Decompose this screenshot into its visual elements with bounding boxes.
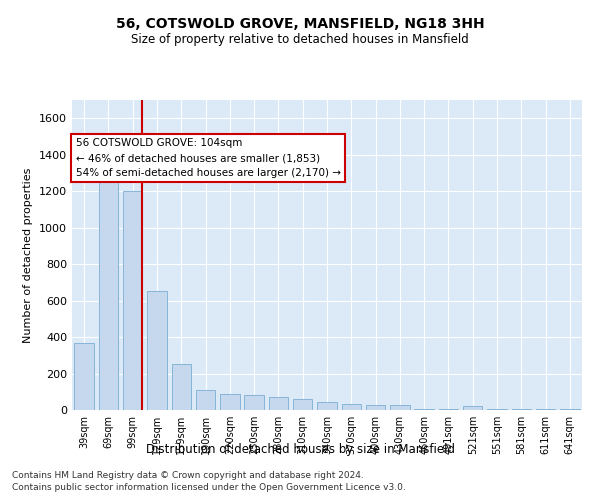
Bar: [463, 406, 482, 410]
Bar: [172, 364, 191, 410]
Bar: [269, 397, 288, 410]
Bar: [341, 404, 361, 410]
Bar: [439, 409, 458, 410]
Bar: [487, 409, 507, 410]
Bar: [390, 404, 410, 410]
Text: 56, COTSWOLD GROVE, MANSFIELD, NG18 3HH: 56, COTSWOLD GROVE, MANSFIELD, NG18 3HH: [116, 18, 484, 32]
Bar: [366, 404, 385, 410]
Bar: [512, 409, 531, 410]
Bar: [317, 402, 337, 410]
Text: Size of property relative to detached houses in Mansfield: Size of property relative to detached ho…: [131, 32, 469, 46]
Bar: [147, 292, 167, 410]
Bar: [415, 409, 434, 410]
Bar: [196, 390, 215, 410]
Bar: [220, 394, 239, 410]
Text: Distribution of detached houses by size in Mansfield: Distribution of detached houses by size …: [146, 442, 455, 456]
Y-axis label: Number of detached properties: Number of detached properties: [23, 168, 34, 342]
Bar: [74, 342, 94, 410]
Text: 56 COTSWOLD GROVE: 104sqm
← 46% of detached houses are smaller (1,853)
54% of se: 56 COTSWOLD GROVE: 104sqm ← 46% of detac…: [76, 138, 341, 178]
Bar: [560, 409, 580, 410]
Text: Contains public sector information licensed under the Open Government Licence v3: Contains public sector information licen…: [12, 484, 406, 492]
Bar: [244, 394, 264, 410]
Bar: [123, 191, 142, 410]
Bar: [293, 399, 313, 410]
Bar: [536, 409, 555, 410]
Text: Contains HM Land Registry data © Crown copyright and database right 2024.: Contains HM Land Registry data © Crown c…: [12, 471, 364, 480]
Bar: [99, 178, 118, 410]
